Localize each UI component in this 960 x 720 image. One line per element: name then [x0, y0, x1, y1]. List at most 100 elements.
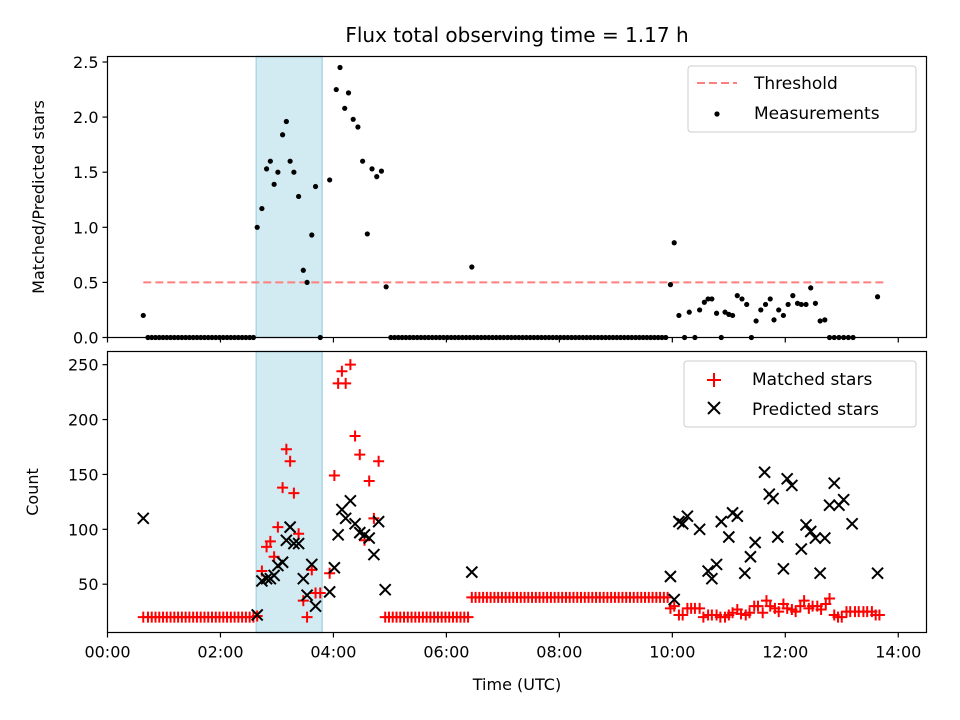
measurement-point [667, 282, 674, 288]
measurement-point [312, 183, 319, 190]
predicted-star-marker [795, 542, 808, 556]
measurement-point [790, 293, 796, 299]
predicted-star-marker [676, 517, 689, 531]
figure-title: Flux total observing time = 1.17 h [345, 23, 688, 47]
measurement-point [337, 64, 343, 71]
predicted-star-marker [710, 558, 723, 571]
measurement-point [327, 177, 333, 183]
measurement-point [254, 224, 260, 230]
measurement-point [744, 301, 750, 308]
predicted-star-marker [813, 567, 827, 580]
legend-measurements-swatch [714, 111, 720, 117]
matched-star-marker [815, 603, 827, 615]
measurement-point [701, 299, 707, 305]
measurement-point [758, 307, 764, 313]
bottom-plot-frame [106, 350, 928, 634]
y-tick-label: 0.5 [73, 273, 98, 292]
y-tick-label: 0.0 [73, 329, 98, 348]
predicted-star-marker [744, 550, 757, 563]
measurement-point [874, 294, 881, 300]
measurement-point [345, 90, 352, 96]
predicted-star-marker [731, 509, 744, 523]
matched-star-marker [697, 611, 709, 623]
y-tick-label: 2.0 [73, 108, 98, 127]
matched-star-marker [288, 487, 300, 499]
predicted-star-marker [766, 492, 780, 505]
predicted-star-marker [287, 537, 301, 550]
x-tick-label: 02:00 [197, 643, 243, 662]
predicted-star-marker [664, 570, 677, 583]
top-plot-frame [106, 55, 928, 339]
measurement-point [378, 168, 385, 174]
predicted-star-marker [344, 494, 357, 507]
measurement-point [729, 312, 736, 319]
predicted-star-marker [837, 493, 850, 506]
measurement-point [263, 166, 270, 172]
predicted-star-marker [804, 525, 817, 538]
matched-star-marker [301, 611, 313, 623]
predicted-star-marker [758, 466, 771, 479]
matched-star-marker [297, 595, 309, 607]
measurement-point [267, 158, 273, 164]
matched-star-marker [264, 535, 276, 547]
predicted-star-marker [348, 517, 362, 531]
matched-star-marker [744, 607, 756, 619]
predicted-star-marker [777, 562, 790, 576]
measurement-point [300, 267, 306, 273]
top-legend-box [687, 65, 917, 133]
measurement-point [776, 307, 782, 313]
y-tick-label: 50 [78, 575, 98, 594]
matched-star-marker [764, 600, 776, 612]
x-tick-label: 08:00 [536, 643, 582, 662]
measurement-point [739, 296, 745, 302]
y-tick-label: 200 [68, 411, 99, 430]
y-tick-label: 1.5 [73, 163, 98, 182]
measurement-point [304, 279, 310, 286]
matched-star-marker [306, 564, 318, 576]
matched-star-marker [293, 528, 305, 540]
measurement-point [374, 174, 380, 180]
matched-star-marker [280, 443, 292, 455]
matched-star-marker [668, 600, 680, 612]
matched-star-marker [336, 365, 348, 377]
predicted-star-marker [701, 564, 715, 578]
predicted-star-marker [681, 509, 694, 523]
measurement-point [283, 118, 289, 125]
predicted-star-marker [693, 523, 706, 536]
x-tick-label: 06:00 [423, 643, 469, 662]
matched-star-marker [824, 592, 836, 604]
predicted-star-marker [367, 548, 381, 561]
predicted-star-marker [378, 583, 392, 596]
y-tick-label: 2.5 [73, 53, 98, 72]
y-tick-label: 150 [68, 465, 99, 484]
legend-measurements-label: Measurements [754, 104, 880, 124]
measurement-point [753, 318, 759, 324]
bottom-y-axis-label: Count [23, 468, 42, 516]
x-tick-label: 00:00 [84, 643, 130, 662]
matched-star-marker [873, 609, 885, 621]
legend-matched-label: Matched stars [752, 370, 872, 390]
matched-star-marker [328, 470, 340, 482]
measurement-point [734, 293, 740, 299]
predicted-star-marker [738, 567, 752, 580]
x-tick-label: 12:00 [762, 643, 808, 662]
predicted-star-marker [780, 472, 794, 486]
x-axis-label: Time (UTC) [472, 675, 561, 694]
predicted-star-marker [300, 588, 314, 602]
measurement-point [817, 318, 823, 324]
bottom-legend: Matched stars Predicted stars [683, 360, 917, 428]
shaded-time-region [255, 55, 323, 339]
measurement-point [469, 264, 475, 270]
measurement-point [275, 169, 281, 175]
measurement-point [803, 301, 809, 308]
measurement-point [383, 284, 389, 290]
predicted-star-marker [823, 498, 836, 512]
measurement-point [676, 312, 682, 319]
matched-star-marker [368, 512, 380, 524]
predicted-star-marker [260, 572, 273, 585]
matched-star-marker [790, 606, 802, 618]
x-tick-label: 10:00 [649, 643, 695, 662]
measurement-point [798, 301, 804, 308]
predicted-star-marker [339, 512, 352, 525]
